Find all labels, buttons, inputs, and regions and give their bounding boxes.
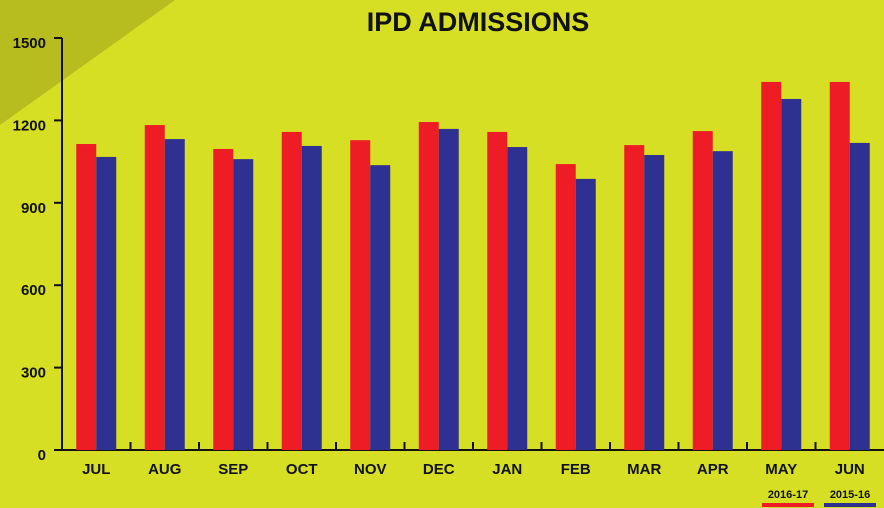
bar [76,144,97,450]
x-tick-label: DEC [423,461,455,478]
bar [624,145,645,450]
x-tick-label: MAR [627,461,661,478]
bar [164,139,185,450]
bar [418,122,439,450]
bar [370,165,391,451]
bar [849,142,870,450]
bar [96,156,117,450]
bar [144,125,165,450]
x-tick-label: AUG [148,461,181,478]
legend-label: 2016-17 [768,489,808,501]
y-tick-label: 900 [21,200,46,217]
y-tick-label: 0 [38,447,46,464]
x-tick-label: JUL [82,461,110,478]
legend-label: 2015-16 [830,489,870,501]
y-tick-label: 1500 [13,35,46,52]
x-tick-label: FEB [561,461,591,478]
bar [761,81,782,451]
y-tick-label: 600 [21,282,46,299]
legend-swatch [762,503,814,507]
y-tick-label: 1200 [13,117,46,134]
bar [213,148,234,450]
bar [575,178,596,451]
x-tick-label: JAN [492,461,522,478]
corner-decoration [0,0,175,125]
bar [712,151,733,451]
bar [438,128,459,450]
bar [507,147,528,450]
bar [301,145,322,450]
bar [487,131,508,450]
x-tick-label: SEP [218,461,248,478]
chart-title: IPD ADMISSIONS [367,7,590,37]
y-tick-label: 300 [21,365,46,382]
x-tick-label: OCT [286,461,318,478]
x-tick-label: MAY [765,461,797,478]
x-tick-label: JUN [835,461,865,478]
bar [555,164,576,450]
bar [644,155,665,450]
bar [692,131,713,450]
x-tick-label: NOV [354,461,387,478]
bar [350,140,371,450]
bar [233,159,254,451]
bar [781,98,802,450]
bar [281,131,302,450]
legend-swatch [824,503,876,507]
bar [829,81,850,451]
x-tick-label: APR [697,461,729,478]
